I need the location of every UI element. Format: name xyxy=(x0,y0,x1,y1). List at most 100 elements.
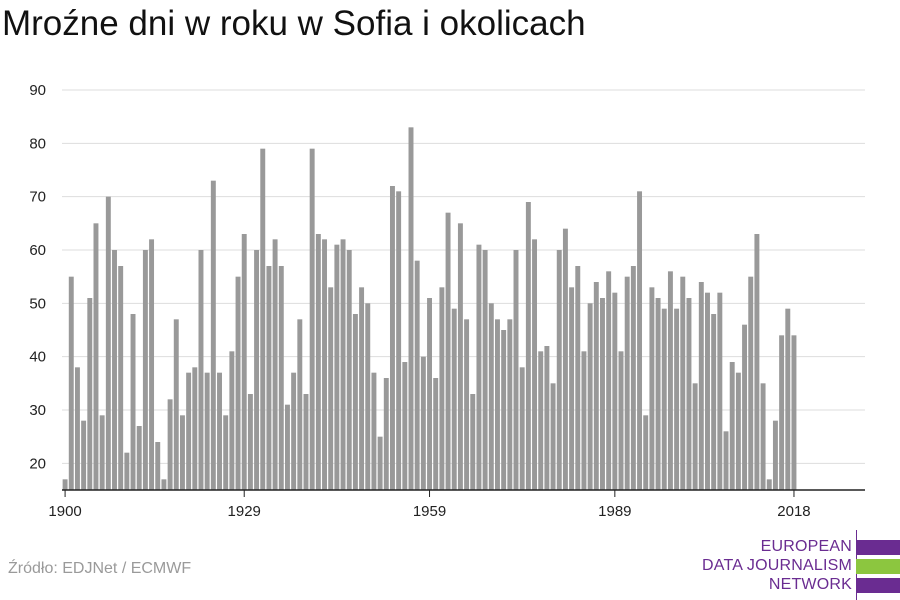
bar-1919 xyxy=(179,415,185,490)
bar-1950 xyxy=(371,372,377,490)
bar-1997 xyxy=(661,308,667,490)
bar-1965 xyxy=(464,319,470,490)
bar-1980 xyxy=(556,250,562,490)
bar-1900 xyxy=(62,479,68,490)
bar-2004 xyxy=(705,292,710,490)
x-tick-label: 1959 xyxy=(413,503,446,520)
source-note: Źródło: EDJNet / ECMWF xyxy=(8,560,192,577)
bar-1934 xyxy=(272,239,278,490)
bar-1942 xyxy=(322,239,327,490)
bar-1906 xyxy=(99,415,105,490)
bar-1925 xyxy=(217,372,222,490)
bar-1937 xyxy=(291,372,297,490)
bar-2011 xyxy=(748,276,754,490)
bar-1992 xyxy=(630,266,636,490)
bar-2015 xyxy=(772,420,778,490)
bar-1923 xyxy=(204,372,210,490)
bar-1954 xyxy=(396,191,402,490)
y-axis-ticks: 20 30 40 50 60 70 80 90 xyxy=(29,82,46,472)
bar-1953 xyxy=(389,186,395,490)
bar-1976 xyxy=(532,239,537,490)
logo-bar-purple-bottom xyxy=(856,578,900,593)
bar-1981 xyxy=(562,228,568,491)
logo-line-1: EUROPEAN xyxy=(760,538,852,555)
bar-1955 xyxy=(402,362,408,490)
bar-1938 xyxy=(297,319,303,490)
bar-1987 xyxy=(600,298,605,490)
bar-1904 xyxy=(87,298,93,490)
bar-1979 xyxy=(550,383,556,490)
bar-2017 xyxy=(785,308,791,490)
bar-1960 xyxy=(433,378,439,490)
logo-line-2: DATA JOURNALISM xyxy=(702,557,852,574)
bar-1902 xyxy=(74,367,80,490)
bar-1918 xyxy=(173,319,179,490)
bar-1967 xyxy=(476,244,482,490)
y-tick-label: 20 xyxy=(29,455,46,472)
bar-1911 xyxy=(130,314,136,490)
bar-1947 xyxy=(352,314,358,490)
bar-1964 xyxy=(457,223,463,490)
bar-1952 xyxy=(383,378,389,490)
bar-1968 xyxy=(482,250,488,490)
logo-line-3: NETWORK xyxy=(768,576,852,593)
bar-2005 xyxy=(711,314,717,490)
bar-1936 xyxy=(284,404,290,490)
bar-1914 xyxy=(149,239,155,490)
bar-1926 xyxy=(223,415,229,490)
bar-1961 xyxy=(439,287,445,490)
bar-1922 xyxy=(198,250,204,490)
y-tick-label: 60 xyxy=(29,242,46,259)
bar-2002 xyxy=(692,383,698,490)
bar-1933 xyxy=(266,266,272,490)
bar-1903 xyxy=(81,420,87,490)
bar-1921 xyxy=(192,367,198,490)
bar-1991 xyxy=(624,276,630,490)
bar-1946 xyxy=(346,250,352,490)
bar-1973 xyxy=(513,250,519,490)
bar-1989 xyxy=(612,292,618,490)
bar-1996 xyxy=(655,298,661,490)
bar-1986 xyxy=(593,282,599,490)
bar-1939 xyxy=(303,394,309,490)
logo-bar-purple-top xyxy=(856,540,900,555)
bar-2003 xyxy=(698,282,704,490)
bar-2009 xyxy=(735,372,741,490)
y-tick-label: 90 xyxy=(29,82,46,99)
bar-1930 xyxy=(247,394,253,490)
bar-1907 xyxy=(105,196,111,491)
bar-1928 xyxy=(235,276,241,490)
bar-1998 xyxy=(667,271,673,490)
bar-2016 xyxy=(779,335,785,490)
bar-1912 xyxy=(136,426,142,490)
bar-1944 xyxy=(334,244,340,490)
bar-1909 xyxy=(118,266,124,490)
bar-1935 xyxy=(278,266,284,490)
bar-1945 xyxy=(340,239,346,490)
bar-1977 xyxy=(538,351,544,490)
edjnet-logo: EUROPEAN DATA JOURNALISM NETWORK xyxy=(700,530,900,600)
bar-1975 xyxy=(525,202,531,490)
bar-2008 xyxy=(729,362,735,490)
bar-1948 xyxy=(359,287,365,490)
bar-1988 xyxy=(606,271,612,490)
bar-1917 xyxy=(167,399,173,490)
bar-1956 xyxy=(408,127,414,490)
x-tick-label: 1929 xyxy=(228,503,261,520)
bar-1927 xyxy=(229,351,235,490)
x-axis: 1900 1929 1959 1989 2018 xyxy=(48,489,865,520)
bar-1966 xyxy=(470,394,476,490)
bar-1915 xyxy=(155,442,161,490)
bar-1949 xyxy=(365,303,371,490)
y-tick-label: 30 xyxy=(29,402,46,419)
bar-1993 xyxy=(637,191,643,490)
chart-title: Mroźne dni w roku w Sofia i okolicach xyxy=(2,4,586,43)
bar-1951 xyxy=(377,436,383,490)
bar-1983 xyxy=(575,266,581,490)
y-tick-label: 80 xyxy=(29,135,46,152)
bar-1962 xyxy=(445,212,451,491)
bar-1943 xyxy=(328,287,334,490)
bar-1920 xyxy=(186,372,192,490)
y-tick-label: 50 xyxy=(29,295,46,312)
